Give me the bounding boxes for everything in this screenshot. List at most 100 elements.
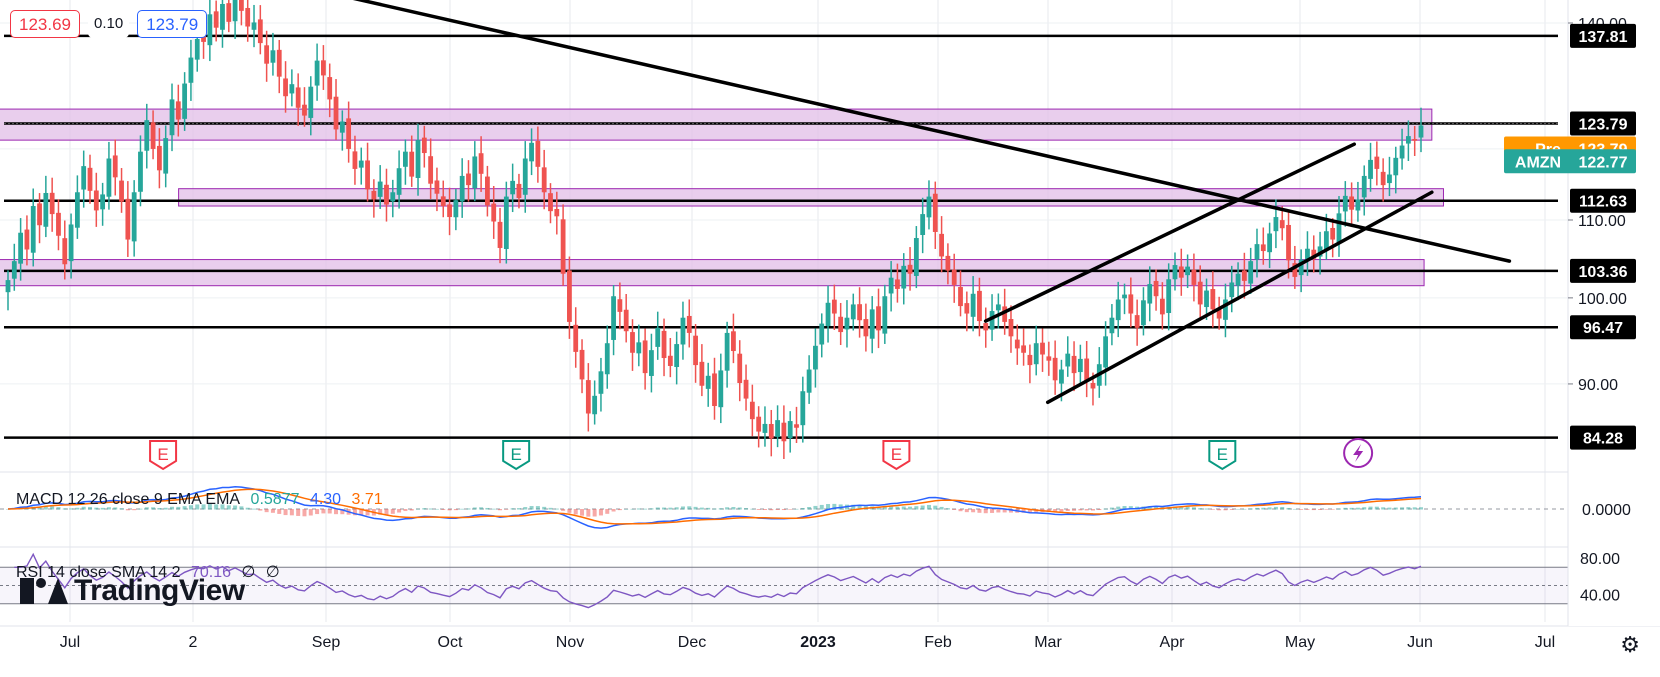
time-tick-label: Nov <box>556 634 584 651</box>
macd-histogram-bar <box>901 506 906 510</box>
time-tick-label: Dec <box>678 634 706 651</box>
candle-body <box>1241 270 1247 281</box>
earnings-e-icon: E <box>149 440 178 471</box>
gear-icon[interactable]: ⚙ <box>1620 632 1640 657</box>
earnings-badge <box>149 440 178 471</box>
candle-body <box>459 175 465 202</box>
candle-body <box>611 296 616 340</box>
candle-body <box>295 87 301 108</box>
macd-histogram-bar <box>1236 508 1241 510</box>
candle-body <box>213 11 219 28</box>
candle-body <box>1103 336 1108 368</box>
macd-histogram-bar <box>359 509 364 516</box>
candle-body <box>1223 299 1228 320</box>
macd-histogram-bar <box>788 509 793 510</box>
zone-3 <box>0 259 1425 287</box>
macd-histogram-bar <box>1185 506 1190 510</box>
macd-histogram-bar <box>1324 509 1329 510</box>
macd-histogram-bar <box>283 509 288 516</box>
macd-histogram-bar <box>523 507 528 510</box>
candle-body <box>869 309 875 339</box>
level-label-text: 103.36 <box>1579 264 1628 281</box>
macd-histogram-bar <box>1280 506 1285 510</box>
rsi-legend-value: 70.16 <box>190 564 232 581</box>
macd-histogram-bar <box>687 506 692 510</box>
candle-body <box>863 319 869 337</box>
candle-body <box>1305 248 1310 261</box>
macd-histogram-bar <box>245 507 250 510</box>
buy-button[interactable]: 123.79 <box>137 10 208 38</box>
candle-body <box>1273 217 1279 232</box>
macd-histogram-bar <box>195 504 200 510</box>
candle-body <box>1380 171 1386 186</box>
candle-body <box>699 361 705 386</box>
rsi-legend[interactable]: RSI 14 close SMA 14 2 70.16 ∅ ∅ <box>16 562 286 582</box>
candle-body <box>743 379 749 399</box>
macd-histogram-bar <box>416 508 421 510</box>
sell-button[interactable]: 123.69 <box>10 10 80 38</box>
macd-histogram-bar <box>731 507 736 510</box>
macd-histogram-bar <box>807 506 812 510</box>
macd-histogram-bar <box>958 509 963 512</box>
candle-body <box>970 293 976 317</box>
macd-histogram-bar <box>113 507 118 510</box>
candle-body <box>409 151 415 177</box>
candle-body <box>1361 175 1367 198</box>
rsi-line <box>14 552 1422 609</box>
candle-body <box>491 203 497 222</box>
candle-body <box>49 192 55 215</box>
candle-body <box>43 192 49 227</box>
candle-body <box>339 121 345 133</box>
candle-body <box>895 279 900 289</box>
lightning-glyph <box>1353 444 1364 462</box>
macd-histogram-bar <box>813 505 818 510</box>
candle-body <box>1229 282 1235 298</box>
macd-histogram-bar <box>479 507 484 510</box>
candle-body <box>756 416 762 432</box>
macd-histogram-bar <box>365 509 370 516</box>
candle-body <box>1008 319 1014 337</box>
level-label-bg <box>1570 23 1636 48</box>
macd-histogram-bar <box>542 506 547 510</box>
candle-body <box>1153 280 1159 297</box>
candle-body <box>1027 354 1033 366</box>
macd-legend[interactable]: MACD 12 26 close 9 EMA EMA 0.5877 4.30 3… <box>16 491 389 509</box>
macd-legend-signal: 3.71 <box>351 491 383 508</box>
candle-body <box>1084 358 1090 382</box>
candle-body <box>428 156 434 184</box>
candle-body <box>478 153 484 174</box>
spread-value: 0.10 <box>88 10 130 38</box>
candle-body <box>264 45 270 64</box>
earnings-label: E <box>891 445 902 464</box>
macd-histogram-bar <box>561 509 566 511</box>
macd-histogram-bar <box>977 509 982 513</box>
candle-body <box>5 280 11 293</box>
candle-body <box>125 198 131 240</box>
earnings-badge <box>502 440 531 471</box>
time-tick-label: Mar <box>1034 634 1062 651</box>
candle-body <box>825 302 831 327</box>
lightning-icon <box>1343 438 1374 468</box>
candle-body <box>636 342 642 354</box>
macd-histogram-bar <box>800 507 805 510</box>
candle-body <box>18 232 24 264</box>
macd-histogram-bar <box>447 509 452 511</box>
level-label-103.36: 103.36 <box>1570 258 1636 283</box>
macd-histogram-bar <box>1065 509 1070 512</box>
candle-body <box>257 19 263 44</box>
macd-histogram-bar <box>1147 506 1152 510</box>
candle-body <box>1292 263 1298 277</box>
candle-body <box>567 270 572 322</box>
macd-histogram-bar <box>769 509 774 511</box>
rsi-pane <box>0 552 1568 609</box>
macd-histogram-bar <box>397 509 402 513</box>
macd-histogram-bar <box>1261 507 1266 510</box>
macd-histogram-bar <box>535 506 540 510</box>
candle-body <box>712 373 717 407</box>
macd-histogram-bar <box>434 508 439 510</box>
macd-histogram-bar <box>882 506 887 510</box>
macd-histogram-bar <box>1223 509 1228 511</box>
macd-histogram-bar <box>56 507 61 510</box>
